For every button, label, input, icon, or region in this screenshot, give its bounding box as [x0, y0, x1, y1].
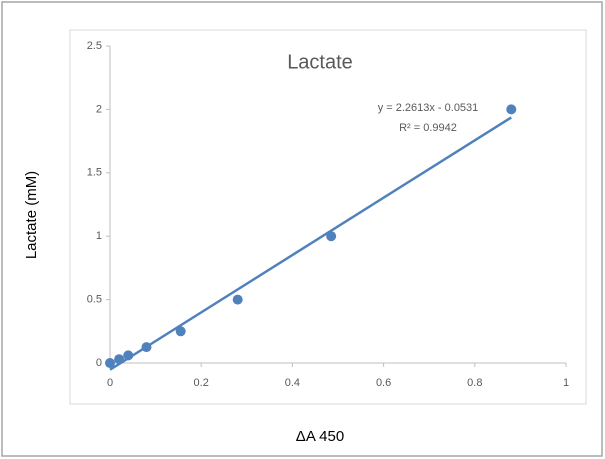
x-tick-label: 0.6	[376, 377, 391, 389]
point	[105, 358, 115, 368]
y-tick-label: 0.5	[87, 294, 102, 306]
point	[175, 326, 186, 337]
trendline	[109, 116, 512, 371]
x-tick-label: 0.2	[194, 377, 209, 389]
point	[114, 354, 125, 365]
chart-title: Lactate	[287, 51, 353, 73]
x-tick-label: 0.8	[467, 377, 482, 389]
y-tick-label: 2.5	[87, 40, 102, 52]
x-tick-label: 1	[563, 377, 569, 389]
point	[232, 294, 243, 305]
point	[123, 350, 134, 361]
x-tick-label: 0	[107, 377, 113, 389]
trendline-r-squared: R² = 0.9942	[399, 122, 457, 134]
y-tick-label: 0	[96, 357, 102, 369]
trendline-equation: y = 2.2613x - 0.0531	[378, 102, 479, 114]
point	[506, 104, 517, 115]
x-axis-label: ΔA 450	[296, 428, 344, 445]
x-tick-label: 0.4	[285, 377, 300, 389]
y-axis-label: Lactate (mM)	[23, 171, 40, 259]
y-tick-label: 2	[96, 103, 102, 115]
y-tick-label: 1.5	[87, 167, 102, 179]
point	[326, 231, 337, 242]
point	[141, 342, 152, 353]
y-tick-label: 1	[96, 230, 102, 242]
